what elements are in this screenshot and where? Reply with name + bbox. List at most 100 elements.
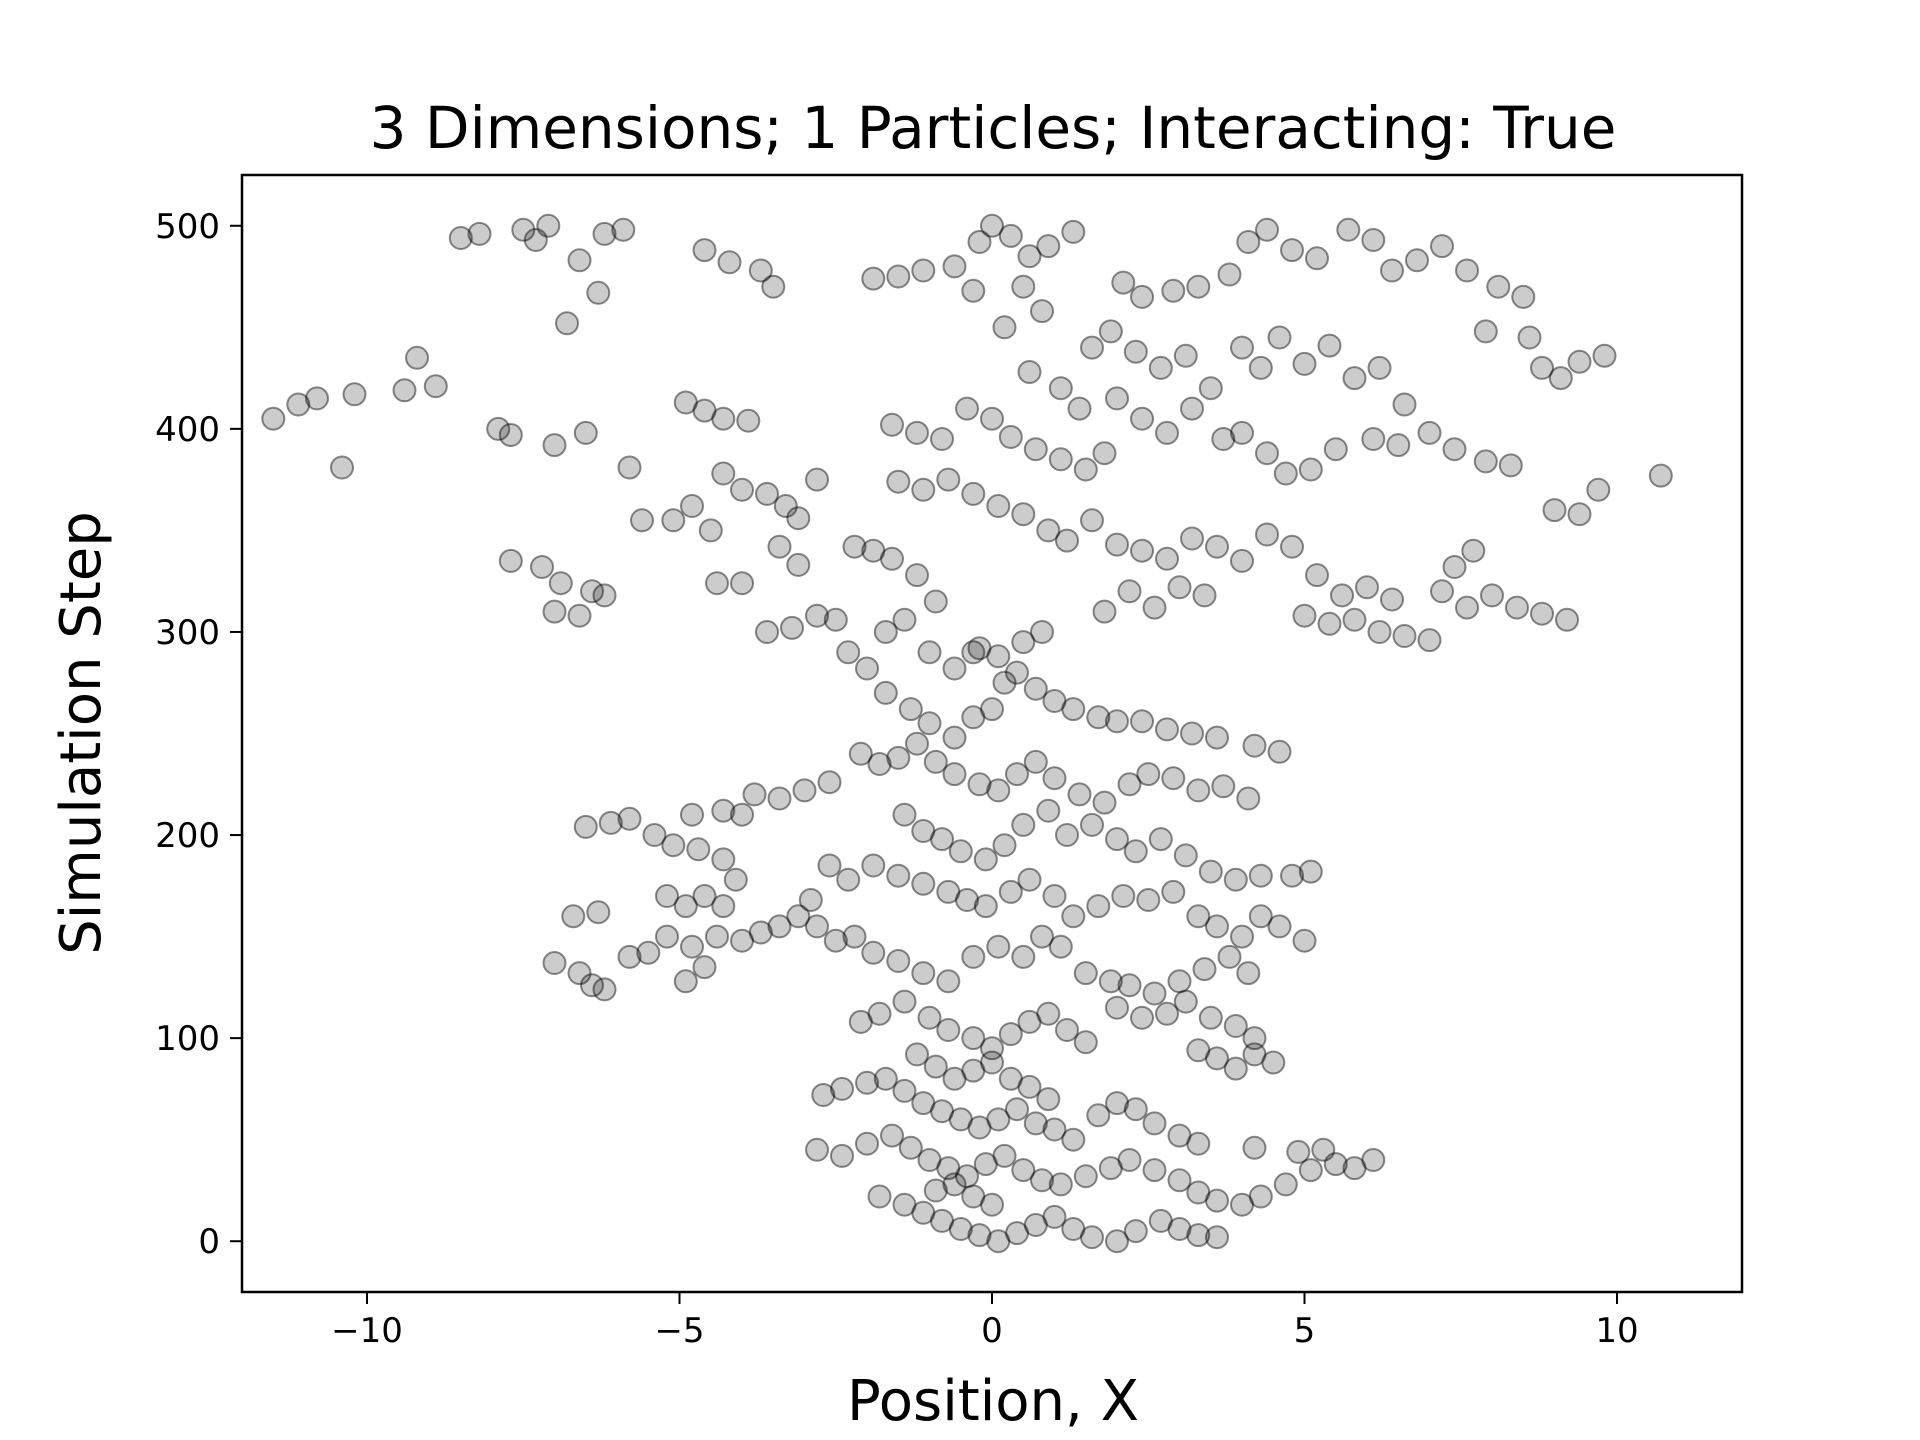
scatter-point <box>1542 498 1567 523</box>
scatter-point <box>998 879 1023 904</box>
scatter-point <box>1123 339 1148 364</box>
scatter-point <box>911 871 936 896</box>
scatter-point <box>1230 420 1254 445</box>
scatter-point <box>1117 772 1142 797</box>
scatter-point <box>1205 534 1229 559</box>
scatter-point <box>1511 284 1536 309</box>
scatter-point <box>1186 904 1211 929</box>
scatter-point <box>1248 863 1273 888</box>
y-tick-label: 200 <box>155 816 220 856</box>
scatter-point <box>980 213 1004 238</box>
scatter-point <box>936 1018 961 1042</box>
scatter-point <box>986 1229 1011 1254</box>
scatter-point <box>673 969 698 994</box>
scatter-point <box>961 640 986 665</box>
scatter-point <box>961 1058 986 1083</box>
scatter-point <box>567 603 592 628</box>
scatter-point <box>1011 502 1036 527</box>
scatter-point <box>930 1099 954 1124</box>
scatter-point <box>1073 1164 1098 1189</box>
scatter-point <box>1142 1158 1167 1183</box>
scatter-point <box>1223 867 1248 892</box>
scatter-point <box>1455 258 1479 283</box>
scatter-point <box>923 1178 948 1203</box>
scatter-point <box>986 494 1011 518</box>
scatter-point <box>1198 859 1223 884</box>
scatter-point <box>967 636 992 661</box>
scatter-point <box>1248 904 1273 929</box>
scatter-point <box>1130 284 1154 309</box>
scatter-point <box>892 1192 917 1217</box>
scatter-point <box>542 599 567 624</box>
scatter-point <box>1130 1005 1154 1030</box>
scatter-point <box>1023 437 1048 462</box>
scatter-point <box>1005 1097 1029 1122</box>
x-axis-ticks: −10 −5 0 5 10 <box>331 1292 1639 1351</box>
scatter-point <box>805 603 829 628</box>
scatter-point <box>1342 607 1367 632</box>
scatter-point <box>1173 343 1198 368</box>
scatter-point <box>1080 335 1104 360</box>
scatter-point <box>586 900 611 925</box>
scatter-point <box>498 423 523 447</box>
scatter-point <box>705 924 729 949</box>
scatter-point <box>1230 924 1254 949</box>
scatter-point <box>905 563 929 588</box>
scatter-point <box>1336 217 1361 242</box>
scatter-point <box>830 1076 854 1101</box>
scatter-point <box>1030 924 1054 949</box>
scatter-point <box>1092 599 1117 624</box>
scatter-point <box>798 888 823 912</box>
scatter-point <box>1292 351 1317 376</box>
scatter-point <box>1461 538 1486 563</box>
scatter-point <box>886 745 911 770</box>
scatter-point <box>961 481 986 506</box>
scatter-point <box>1242 733 1267 758</box>
scatter-point <box>930 427 954 451</box>
scatter-point <box>892 989 917 1014</box>
scatter-point <box>955 888 979 912</box>
scatter-point <box>680 802 704 827</box>
scatter-point <box>892 1078 917 1103</box>
scatter-point <box>1342 1156 1367 1181</box>
scatter-point <box>967 230 992 254</box>
scatter-point <box>1155 1001 1179 1026</box>
scatter-point <box>1117 579 1142 604</box>
scatter-point <box>1286 1139 1311 1164</box>
scatter-point <box>1036 1087 1061 1112</box>
scatter-point <box>911 819 936 843</box>
scatter-point <box>980 1050 1004 1075</box>
scatter-point <box>980 1036 1004 1061</box>
scatter-point <box>817 853 842 878</box>
scatter-point <box>1255 522 1279 547</box>
scatter-point <box>711 847 736 872</box>
scatter-point <box>805 914 829 939</box>
scatter-point <box>948 1217 973 1241</box>
x-tick-label: 0 <box>981 1311 1003 1351</box>
x-tick-label: 5 <box>1294 1311 1316 1351</box>
scatter-point <box>448 226 473 250</box>
scatter-point <box>711 406 736 431</box>
scatter-point <box>967 1115 992 1140</box>
scatter-point <box>1055 1018 1079 1042</box>
scatter-point <box>1023 676 1048 701</box>
scatter-point <box>1105 827 1129 852</box>
scatter-point <box>1267 325 1292 350</box>
scatter-points <box>261 213 1673 1254</box>
scatter-point <box>917 640 942 665</box>
scatter-point <box>698 518 723 543</box>
scatter-point <box>1105 1091 1129 1116</box>
y-tick-label: 400 <box>155 410 220 450</box>
scatter-point <box>592 221 617 246</box>
scatter-point <box>961 944 986 969</box>
scatter-point <box>992 315 1017 340</box>
scatter-point <box>642 823 667 847</box>
scatter-point <box>1430 579 1454 604</box>
scatter-point <box>1330 583 1354 608</box>
scatter-point <box>942 1172 967 1197</box>
scatter-point <box>1011 944 1036 969</box>
scatter-point <box>1030 299 1054 324</box>
scatter-point <box>992 833 1017 858</box>
scatter-point <box>1567 349 1592 374</box>
y-tick-label: 0 <box>198 1222 220 1262</box>
